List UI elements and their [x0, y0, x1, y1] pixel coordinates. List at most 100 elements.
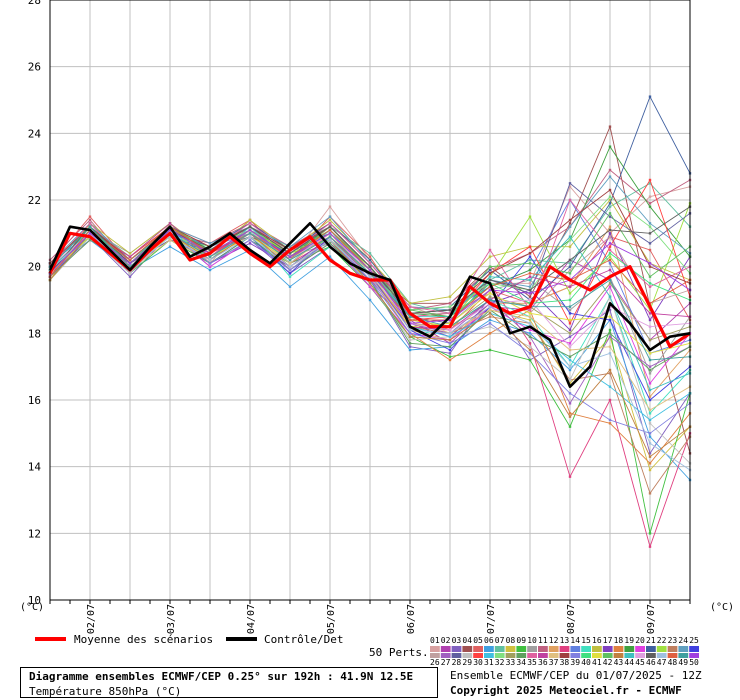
member-point [328, 218, 332, 222]
member-swatch [473, 653, 483, 658]
member-point [568, 475, 572, 478]
member-point [448, 355, 452, 358]
member-point [608, 258, 612, 262]
member-number: 31 [484, 658, 494, 667]
member-point [208, 248, 212, 252]
member-point [128, 265, 132, 268]
member-point [328, 215, 332, 218]
member-number: 28 [452, 658, 462, 667]
member-point [568, 358, 572, 362]
member-point [528, 272, 532, 275]
member-point [528, 278, 532, 282]
member-point [488, 298, 492, 302]
member-point [648, 338, 652, 342]
member-point [368, 255, 372, 258]
member-point [448, 358, 452, 362]
member-point [608, 175, 612, 178]
member-point [408, 348, 412, 352]
member-swatch [635, 653, 645, 658]
member-point [408, 322, 412, 325]
member-point [328, 238, 332, 242]
member-point [528, 288, 532, 292]
member-point [168, 228, 172, 232]
member-point [288, 265, 292, 268]
member-point [408, 345, 412, 348]
member-swatch [527, 646, 537, 652]
member-number: 08 [506, 636, 516, 645]
member-swatch [484, 653, 494, 658]
member-point [608, 262, 612, 265]
member-number: 45 [635, 658, 645, 667]
member-point [648, 388, 652, 392]
member-point [648, 452, 652, 455]
member-point [88, 215, 92, 218]
member-point [368, 252, 372, 255]
member-point [648, 242, 652, 245]
member-point [528, 352, 532, 355]
member-number: 39 [570, 658, 580, 667]
member-number: 46 [646, 658, 656, 667]
member-point [528, 245, 532, 248]
title-box: Diagramme ensembles ECMWF/CEP 0.25° sur … [20, 667, 438, 698]
member-point [368, 265, 372, 268]
member-point [568, 402, 572, 405]
member-point [248, 228, 252, 232]
member-point [488, 322, 492, 325]
member-number: 18 [614, 636, 624, 645]
member-point [528, 268, 532, 272]
member-point [448, 318, 452, 322]
member-point [528, 285, 532, 288]
member-point [608, 422, 612, 425]
y-tick-label: 26 [28, 61, 41, 74]
plot-frame [49, 0, 691, 601]
member-point [288, 255, 292, 258]
member-number: 42 [603, 658, 613, 667]
member-point [248, 242, 252, 245]
member-point [168, 235, 172, 238]
member-point [608, 242, 612, 245]
member-point [568, 225, 572, 228]
member-point [368, 282, 372, 285]
member-point [568, 262, 572, 265]
member-point [608, 385, 612, 388]
member-point [288, 268, 292, 272]
member-point [488, 268, 492, 272]
member-point [528, 322, 532, 325]
member-point [608, 318, 612, 322]
member-swatch [451, 646, 462, 652]
member-point [208, 255, 212, 258]
member-number: 01 [430, 636, 440, 645]
x-tick-label: 05/07 [326, 604, 337, 634]
member-swatch [559, 646, 570, 652]
member-point [528, 335, 532, 338]
member-point [408, 318, 412, 322]
member-point [528, 358, 532, 362]
member-number: 06 [484, 636, 494, 645]
member-point [288, 262, 292, 265]
member-point [608, 198, 612, 202]
member-point [328, 232, 332, 235]
member-swatch [516, 646, 527, 652]
legend-mean-label: Moyenne des scénarios [74, 633, 213, 646]
member-swatch [548, 646, 559, 652]
member-number: 15 [581, 636, 591, 645]
member-point [648, 222, 652, 225]
member-number: 23 [668, 636, 678, 645]
member-point [368, 275, 372, 278]
y-tick-label: 12 [28, 527, 41, 540]
member-point [648, 248, 652, 252]
member-point [288, 272, 292, 275]
member-swatch [602, 653, 613, 658]
member-point [528, 298, 532, 302]
member-point [568, 342, 572, 345]
member-number: 09 [516, 636, 526, 645]
member-swatch [430, 646, 440, 652]
member-point [648, 418, 652, 422]
member-point [448, 342, 452, 345]
member-point [408, 305, 412, 308]
member-number: 49 [678, 658, 688, 667]
member-swatch [656, 653, 667, 658]
member-point [568, 415, 572, 418]
member-point [248, 238, 252, 242]
member-swatch [689, 646, 699, 652]
